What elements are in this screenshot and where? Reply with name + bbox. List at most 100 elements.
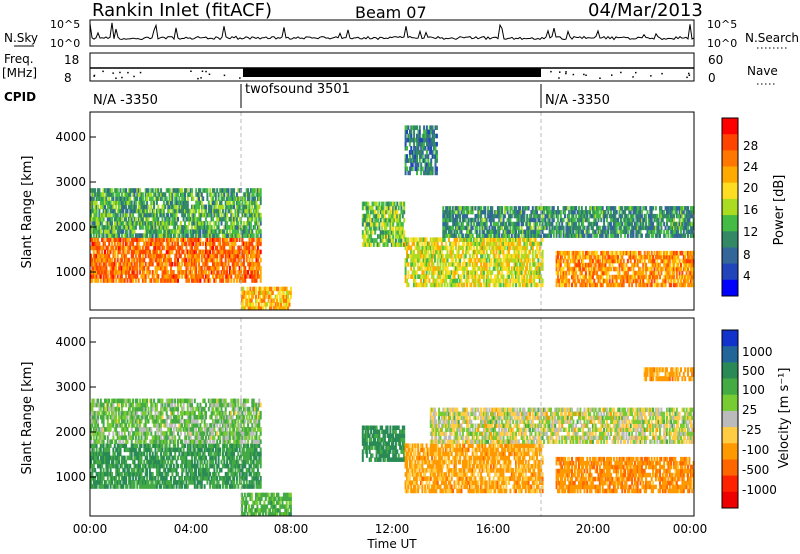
heatmap-cell-1 — [210, 225, 213, 230]
heatmap-cell-1 — [189, 233, 192, 238]
heatmap-cell-0 — [242, 270, 245, 275]
noise-right-tick-bottom: 10^0 — [707, 37, 737, 50]
heatmap-cell-5 — [488, 233, 491, 238]
heatmap-cell-0 — [230, 257, 233, 263]
heatmap-cell-4 — [473, 282, 476, 288]
heatmap-cell-0 — [252, 237, 255, 242]
heatmap-cell-1 — [136, 188, 139, 193]
heatmap-cell-6 — [621, 278, 624, 284]
heatmap-cell-5 — [691, 233, 694, 238]
heatmap-cell-5 — [618, 221, 621, 227]
heatmap-cell-1 — [122, 208, 125, 214]
heatmap-cell-5 — [673, 217, 675, 223]
nave-dot — [205, 70, 207, 73]
heatmap-cell-4 — [524, 258, 527, 263]
heatmap-cell-4 — [422, 245, 425, 251]
heatmap-cell-1 — [181, 192, 184, 197]
heatmap-cell-1 — [91, 229, 94, 234]
heatmap-cell-0 — [161, 237, 164, 242]
heatmap-cell-4 — [519, 270, 522, 275]
heatmap-cell-5 — [564, 210, 566, 215]
heatmap-cell-1 — [217, 192, 220, 197]
heatmap-cell-5 — [519, 213, 522, 219]
heatmap-cell-3 — [377, 209, 379, 215]
heatmap-cell-3 — [394, 226, 397, 231]
heatmap-cell-0 — [102, 261, 105, 267]
heatmap-cell-6 — [583, 282, 586, 288]
heatmap-cell-0 — [226, 237, 229, 242]
heatmap-cell-5 — [598, 225, 601, 231]
heatmap-cell-4 — [438, 266, 441, 271]
heatmap-cell-1 — [161, 221, 164, 226]
heatmap-cell-0 — [170, 237, 172, 242]
heatmap-cell-0 — [205, 249, 207, 255]
heatmap-cell-6 — [578, 262, 580, 268]
heatmap-cell-4 — [489, 262, 492, 267]
heatmap-cell-4 — [443, 278, 446, 284]
heatmap-cell-4 — [492, 266, 495, 271]
heatmap-cell-1 — [158, 196, 161, 201]
heatmap-cell-0 — [102, 278, 105, 283]
heatmap-cell-6 — [571, 254, 573, 260]
heatmap-cell-1 — [199, 200, 202, 206]
heatmap-cell-6 — [593, 262, 596, 268]
heatmap-cell-6 — [584, 266, 587, 272]
heatmap-cell-4 — [429, 266, 432, 271]
heatmap-cell-1 — [202, 229, 205, 234]
heatmap-cell-5 — [480, 221, 483, 227]
heatmap-cell-3 — [378, 222, 381, 227]
heatmap-cell-5 — [537, 233, 540, 238]
heatmap-cell-2 — [289, 290, 292, 295]
heatmap-cell-1 — [221, 233, 224, 238]
heatmap-cell-1 — [259, 233, 262, 238]
heatmap-cell-3 — [403, 217, 406, 223]
heatmap-cell-5 — [498, 217, 501, 223]
heatmap-cell-0 — [90, 261, 92, 267]
heatmap-cell-4 — [446, 274, 449, 279]
heatmap-cell-1 — [150, 233, 153, 238]
heatmap-cell-1 — [200, 221, 203, 226]
heatmap-cell-5 — [666, 206, 668, 211]
heatmap-cell-3 — [388, 238, 390, 243]
heatmap-cell-1 — [123, 216, 126, 222]
heatmap-cell-1 — [157, 233, 160, 238]
heatmap-cell-4 — [418, 258, 421, 263]
heatmap-cell-1 — [182, 196, 185, 201]
heatmap-cell-5 — [475, 229, 478, 234]
heatmap-cell-5 — [653, 229, 656, 234]
heatmap-cell-4 — [540, 241, 543, 247]
heatmap-cell-6 — [632, 250, 635, 256]
heatmap-cell-5 — [617, 221, 620, 227]
heatmap-cell-5 — [551, 206, 554, 211]
heatmap-cell-0 — [133, 261, 136, 267]
heatmap-cell-5 — [685, 206, 688, 211]
heatmap-cell-1 — [146, 229, 149, 234]
heatmap-cell-4 — [439, 245, 442, 251]
heatmap-cell-4 — [427, 274, 429, 279]
heatmap-cell-0 — [196, 274, 199, 279]
heatmap-cell-0 — [219, 249, 222, 255]
freq-left-tick-bottom: 8 — [64, 71, 72, 85]
heatmap-cell-4 — [478, 241, 481, 247]
heatmap-cell-1 — [209, 225, 212, 230]
heatmap-cell-6 — [640, 282, 643, 288]
heatmap-cell-1 — [168, 200, 171, 206]
heatmap-cell-4 — [418, 266, 421, 271]
heatmap-cell-1 — [181, 225, 184, 230]
heatmap-cell-4 — [512, 258, 515, 263]
power-data — [90, 125, 695, 311]
heatmap-cell-0 — [94, 241, 97, 247]
heatmap-cell-0 — [247, 253, 250, 259]
heatmap-cell-1 — [144, 192, 147, 197]
heatmap-cell-3 — [385, 205, 388, 211]
heatmap-cell-1 — [94, 188, 97, 193]
heatmap-cell-1 — [217, 229, 220, 234]
heatmap-cell-4 — [425, 258, 428, 263]
heatmap-cell-1 — [181, 200, 184, 206]
heatmap-cell-6 — [564, 278, 566, 284]
heatmap-cell-1 — [132, 225, 135, 230]
heatmap-cell-0 — [105, 265, 108, 271]
heatmap-cell-1 — [192, 204, 195, 210]
heatmap-cell-0 — [161, 245, 164, 251]
heatmap-cell-4 — [436, 282, 439, 288]
